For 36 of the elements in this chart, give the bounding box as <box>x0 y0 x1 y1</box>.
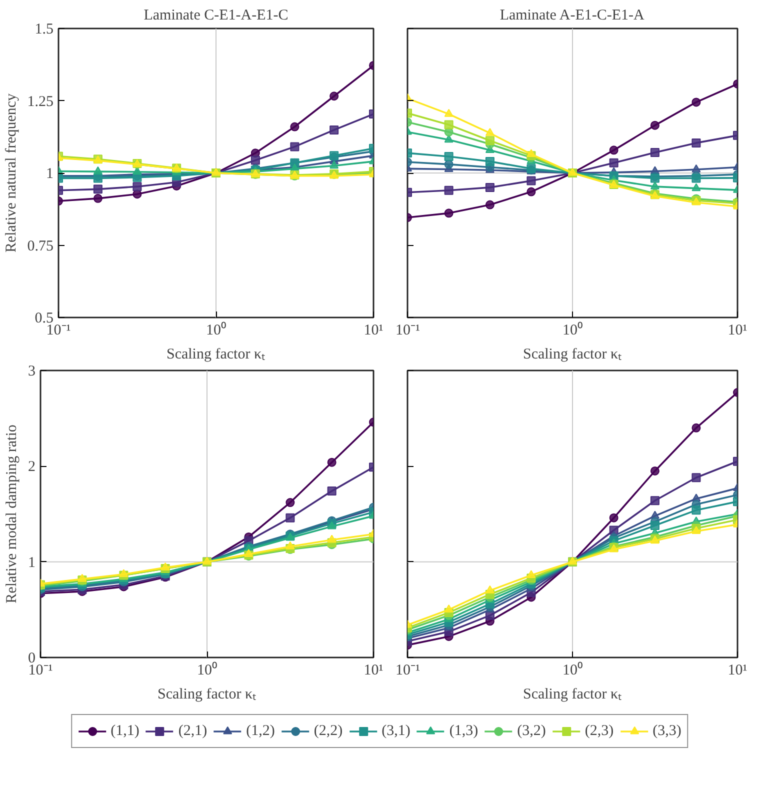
y-axis-title: Relative natural frequency <box>3 92 20 253</box>
chart-title: Laminate C-E1-A-E1-C <box>144 8 288 24</box>
x-tick-label: 10⁻¹ <box>396 662 420 678</box>
y-tick-label: 1 <box>46 166 54 182</box>
legend-label: (2,3) <box>584 722 614 740</box>
x-axis-title: Scaling factor κₜ <box>522 686 622 702</box>
y-tick-label: 1.5 <box>34 22 54 38</box>
x-tick-label: 10¹ <box>728 662 748 678</box>
x-tick-label: 10⁻¹ <box>46 322 71 338</box>
y-tick-label: 1.25 <box>27 94 54 110</box>
x-tick-label: 10⁰ <box>562 322 582 338</box>
x-axis-title: Scaling factor κₜ <box>157 686 257 702</box>
y-axis-title: Relative modal damping ratio <box>4 424 20 604</box>
x-tick-label: 10⁻¹ <box>28 662 53 678</box>
x-tick-label: 10¹ <box>364 662 384 678</box>
legend-label: (1,3) <box>449 722 478 740</box>
x-axis-title: Scaling factor κₜ <box>166 346 266 362</box>
x-axis-title: Scaling factor κₜ <box>522 346 622 362</box>
legend-label: (3,1) <box>382 722 410 740</box>
legend-label: (3,3) <box>652 722 682 740</box>
y-tick-label: 2 <box>28 459 36 476</box>
y-tick-label: 3 <box>28 364 36 380</box>
x-tick-label: 10⁰ <box>197 662 217 678</box>
x-tick-label: 10¹ <box>364 322 384 338</box>
legend-label: (3,2) <box>517 722 546 740</box>
legend-label: (1,2) <box>246 722 275 740</box>
x-tick-label: 10⁻¹ <box>396 322 420 338</box>
x-tick-label: 10¹ <box>728 322 748 338</box>
x-tick-label: 10⁰ <box>562 662 582 678</box>
y-tick-label: 0.75 <box>27 238 54 254</box>
legend-label: (2,2) <box>314 722 343 740</box>
y-tick-label: 1 <box>28 554 36 571</box>
legend-label: (2,1) <box>178 722 208 740</box>
x-tick-label: 10⁰ <box>206 322 226 338</box>
chart-title: Laminate A-E1-C-E1-A <box>500 8 645 24</box>
legend-label: (1,1) <box>110 722 140 740</box>
